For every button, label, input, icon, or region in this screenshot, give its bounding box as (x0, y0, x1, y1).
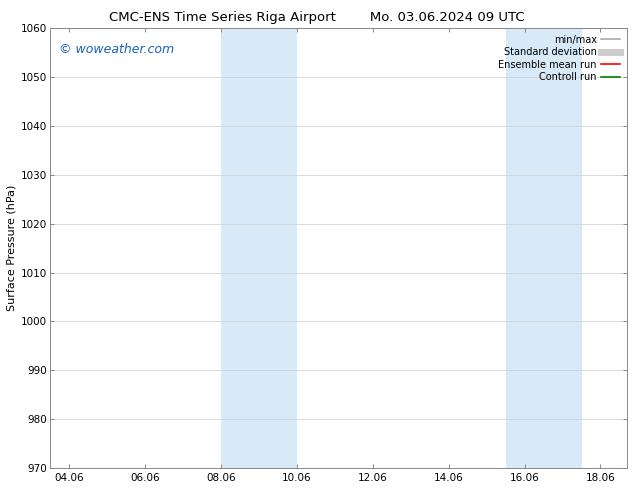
Y-axis label: Surface Pressure (hPa): Surface Pressure (hPa) (7, 185, 17, 311)
Bar (505, 28, 581, 468)
Text: CMC-ENS Time Series Riga Airport        Mo. 03.06.2024 09 UTC: CMC-ENS Time Series Riga Airport Mo. 03.… (109, 11, 525, 24)
Text: © woweather.com: © woweather.com (59, 44, 174, 56)
Bar (221, 28, 297, 468)
Legend: min/max, Standard deviation, Ensemble mean run, Controll run: min/max, Standard deviation, Ensemble me… (495, 31, 624, 86)
